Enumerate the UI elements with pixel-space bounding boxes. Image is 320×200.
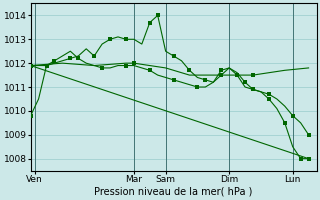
X-axis label: Pression niveau de la mer( hPa ): Pression niveau de la mer( hPa ) [94,187,253,197]
